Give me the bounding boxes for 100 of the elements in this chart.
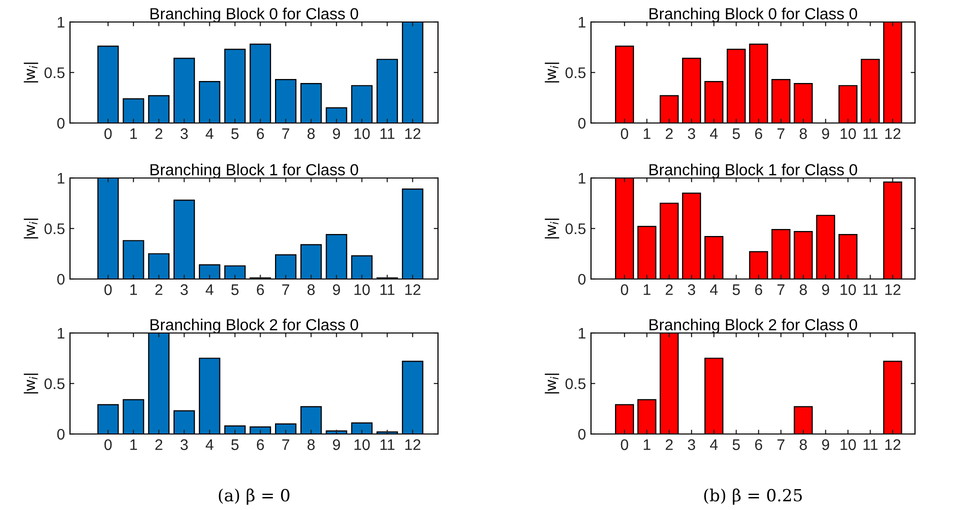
x-tick-label: 0 bbox=[620, 284, 628, 296]
x-tick-label: 7 bbox=[282, 128, 290, 139]
x-tick-label: 4 bbox=[710, 284, 718, 295]
x-tick-label: 4 bbox=[206, 128, 214, 139]
x-tick-label: 9 bbox=[332, 439, 340, 450]
x-tick-label: 7 bbox=[777, 439, 784, 450]
y-tick-label: 1 bbox=[58, 173, 64, 184]
y-tick-label: 0.5 bbox=[566, 378, 586, 390]
x-tick-label: 12 bbox=[405, 128, 420, 139]
x-tick-label: 5 bbox=[732, 128, 740, 140]
x-tick-label: 4 bbox=[710, 439, 718, 450]
y-tick-label: 0.5 bbox=[44, 223, 64, 234]
text: (b) β = 0.25 bbox=[704, 488, 802, 505]
x-tick-label: 9 bbox=[332, 284, 340, 296]
y-tick-label: 0 bbox=[578, 428, 586, 440]
x-tick-label: 9 bbox=[822, 128, 830, 140]
x-tick-label: 11 bbox=[380, 284, 394, 295]
y-tick-label: 1 bbox=[578, 173, 586, 184]
y-tick-label: 0.5 bbox=[44, 378, 64, 390]
x-tick-label: 5 bbox=[231, 128, 239, 140]
chart-title: Branching Block 1 for Class 0 bbox=[650, 164, 858, 179]
x-tick-label: 3 bbox=[180, 439, 188, 450]
x-tick-label: 6 bbox=[256, 439, 264, 450]
x-tick-label: 0 bbox=[104, 128, 112, 140]
x-tick-label: 8 bbox=[800, 284, 807, 296]
chart-title: Branching Block 2 for Class 0 bbox=[650, 318, 858, 334]
y-axis-title: |w$_{i}$| bbox=[544, 218, 560, 238]
y-tick-label: 1 bbox=[578, 328, 586, 339]
x-tick-label: 1 bbox=[644, 439, 650, 450]
chart-title: Branching Block 2 for Class 0 bbox=[150, 318, 358, 334]
y-axis-title: |w$_{i}$| bbox=[24, 62, 38, 82]
x-tick-label: 8 bbox=[308, 128, 315, 140]
x-tick-label: 0 bbox=[620, 439, 628, 450]
x-tick-label: 7 bbox=[282, 439, 290, 450]
x-tick-label: 5 bbox=[231, 284, 239, 296]
x-tick-label: 12 bbox=[885, 439, 900, 450]
y-tick-label: 1 bbox=[578, 17, 586, 28]
x-tick-label: 8 bbox=[308, 284, 315, 296]
x-tick-label: 12 bbox=[885, 128, 900, 139]
chart-title: Branching Block 1 for Class 0 bbox=[150, 164, 358, 179]
y-tick-label: 0 bbox=[578, 274, 586, 285]
x-tick-label: 11 bbox=[864, 284, 878, 295]
x-tick-label: 6 bbox=[755, 284, 762, 296]
x-tick-label: 10 bbox=[354, 128, 370, 140]
x-tick-label: 5 bbox=[231, 439, 239, 450]
x-tick-label: 5 bbox=[732, 284, 740, 296]
x-tick-label: 3 bbox=[688, 128, 696, 140]
x-tick-label: 0 bbox=[104, 284, 112, 296]
x-tick-label: 2 bbox=[666, 128, 673, 139]
y-axis-title: |w$_{i}$| bbox=[24, 374, 38, 394]
x-tick-label: 12 bbox=[885, 284, 900, 295]
y-tick-label: 0 bbox=[57, 118, 65, 129]
x-tick-label: 2 bbox=[155, 128, 162, 139]
y-tick-label: 0.5 bbox=[566, 67, 586, 78]
x-tick-label: 3 bbox=[688, 439, 696, 450]
y-tick-label: 1 bbox=[58, 328, 64, 339]
y-axis-title: |w$_{i}$| bbox=[544, 374, 560, 394]
chart-title: Branching Block 0 for Class 0 bbox=[150, 8, 358, 23]
x-tick-label: 9 bbox=[822, 284, 830, 296]
x-tick-label: 3 bbox=[180, 284, 188, 296]
x-tick-label: 8 bbox=[800, 439, 807, 450]
x-tick-label: 6 bbox=[755, 439, 762, 450]
x-tick-label: 11 bbox=[864, 128, 878, 139]
x-tick-label: 2 bbox=[666, 439, 673, 450]
x-tick-label: 4 bbox=[206, 284, 214, 295]
x-tick-label: 2 bbox=[155, 439, 162, 450]
y-axis-title: |w$_{i}$| bbox=[544, 62, 560, 82]
x-tick-label: 3 bbox=[180, 128, 188, 140]
x-tick-label: 7 bbox=[282, 284, 290, 295]
y-tick-label: 0.5 bbox=[566, 223, 586, 234]
x-tick-label: 10 bbox=[840, 128, 856, 140]
y-tick-label: 0 bbox=[578, 118, 586, 129]
x-tick-label: 6 bbox=[755, 128, 762, 140]
x-tick-label: 11 bbox=[380, 439, 394, 450]
x-tick-label: 1 bbox=[130, 284, 137, 295]
x-tick-label: 1 bbox=[644, 284, 650, 295]
x-tick-label: 5 bbox=[732, 439, 740, 450]
x-tick-label: 10 bbox=[354, 284, 370, 296]
x-tick-label: 0 bbox=[104, 439, 112, 450]
x-tick-label: 7 bbox=[777, 128, 784, 139]
x-tick-label: 0 bbox=[620, 128, 628, 140]
x-tick-label: 2 bbox=[666, 284, 673, 295]
text: (a) β = 0 bbox=[218, 488, 290, 505]
x-tick-label: 2 bbox=[155, 284, 162, 295]
x-tick-label: 8 bbox=[800, 128, 807, 140]
x-tick-label: 4 bbox=[206, 439, 214, 450]
y-tick-label: 0.5 bbox=[44, 67, 64, 78]
x-tick-label: 9 bbox=[332, 128, 340, 140]
y-tick-label: 0 bbox=[57, 428, 65, 440]
y-tick-label: 1 bbox=[58, 17, 64, 28]
x-tick-label: 1 bbox=[130, 439, 137, 450]
chart-title: Branching Block 0 for Class 0 bbox=[650, 8, 858, 23]
x-tick-label: 11 bbox=[380, 128, 394, 139]
x-tick-label: 12 bbox=[405, 284, 420, 295]
y-axis-title: |w$_{i}$| bbox=[24, 218, 38, 238]
x-tick-label: 10 bbox=[840, 284, 856, 296]
x-tick-label: 11 bbox=[864, 439, 878, 450]
x-tick-label: 3 bbox=[688, 284, 696, 296]
x-tick-label: 12 bbox=[405, 439, 420, 450]
x-tick-label: 7 bbox=[777, 284, 784, 295]
